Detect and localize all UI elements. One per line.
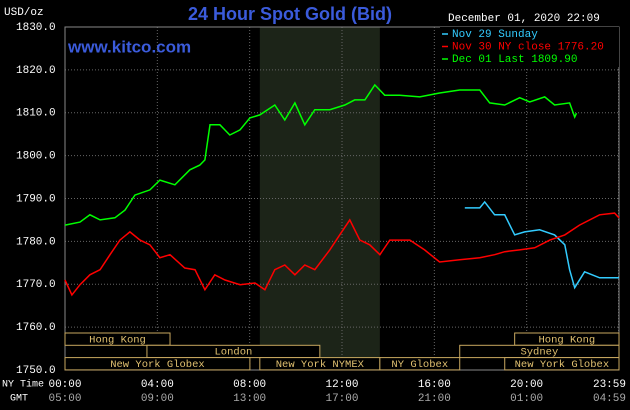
x2-tick-label: 04:59 [593, 393, 626, 405]
y-tick-label: 1780.0 [16, 236, 56, 248]
x2-tick-label: 21:00 [418, 393, 451, 405]
x-tick-label: 16:00 [418, 379, 451, 391]
y-tick-label: 1820.0 [16, 65, 56, 77]
y-tick-label: 1800.0 [16, 151, 56, 163]
series-line [64, 83, 578, 226]
x2-tick-label: 13:00 [233, 393, 266, 405]
series-line [64, 212, 620, 297]
x-tick-label: 20:00 [510, 379, 543, 391]
legend-entry: Dec 01 Last 1809.90 [452, 54, 577, 66]
y-tick-label: 1750.0 [16, 365, 56, 377]
x2-tick-label: 17:00 [325, 393, 358, 405]
session-box [64, 357, 251, 371]
y-tick-label: 1770.0 [16, 279, 56, 291]
website: www.kitco.com [67, 37, 191, 56]
series-line [464, 200, 619, 290]
session-box [379, 357, 461, 371]
x-tick-label: 04:00 [141, 379, 174, 391]
x2-tick-label: 09:00 [141, 393, 174, 405]
legend-entry: Nov 29 Sunday [452, 29, 538, 41]
session-label: NY Globex [391, 359, 448, 371]
x2-tick-label: 01:00 [510, 393, 543, 405]
x-tick-label: 12:00 [325, 379, 358, 391]
session-label: New York Globex [515, 359, 610, 371]
x-tick-label: 23:59 [593, 379, 626, 391]
session-box [64, 332, 171, 346]
session-label: New York Globex [110, 359, 205, 371]
x2-axis-label: GMT [10, 394, 28, 405]
session-box [504, 357, 620, 371]
chart-title: 24 Hour Spot Gold (Bid) [188, 4, 392, 24]
session-label: Sydney [520, 347, 558, 359]
x-tick-label: 08:00 [233, 379, 266, 391]
x2-tick-label: 05:00 [48, 393, 81, 405]
session-label: Hong Kong [89, 334, 146, 346]
y-tick-label: 1790.0 [16, 193, 56, 205]
y-axis-label: USD/oz [4, 7, 44, 19]
y-tick-label: 1810.0 [16, 108, 56, 120]
x-axis-label: NY Time [2, 379, 44, 391]
y-tick-label: 1830.0 [16, 22, 56, 34]
shaded-region [259, 27, 380, 370]
legend-box [440, 27, 619, 67]
legend-entry: Nov 30 NY close 1776.20 [452, 41, 604, 53]
session-label: New York NYMEX [276, 359, 365, 371]
y-tick-label: 1760.0 [16, 322, 56, 334]
x-tick-label: 00:00 [48, 379, 81, 391]
session-label: London [214, 347, 252, 359]
session-label: Hong Kong [538, 334, 595, 346]
timestamp: December 01, 2020 22:09 [448, 13, 600, 25]
